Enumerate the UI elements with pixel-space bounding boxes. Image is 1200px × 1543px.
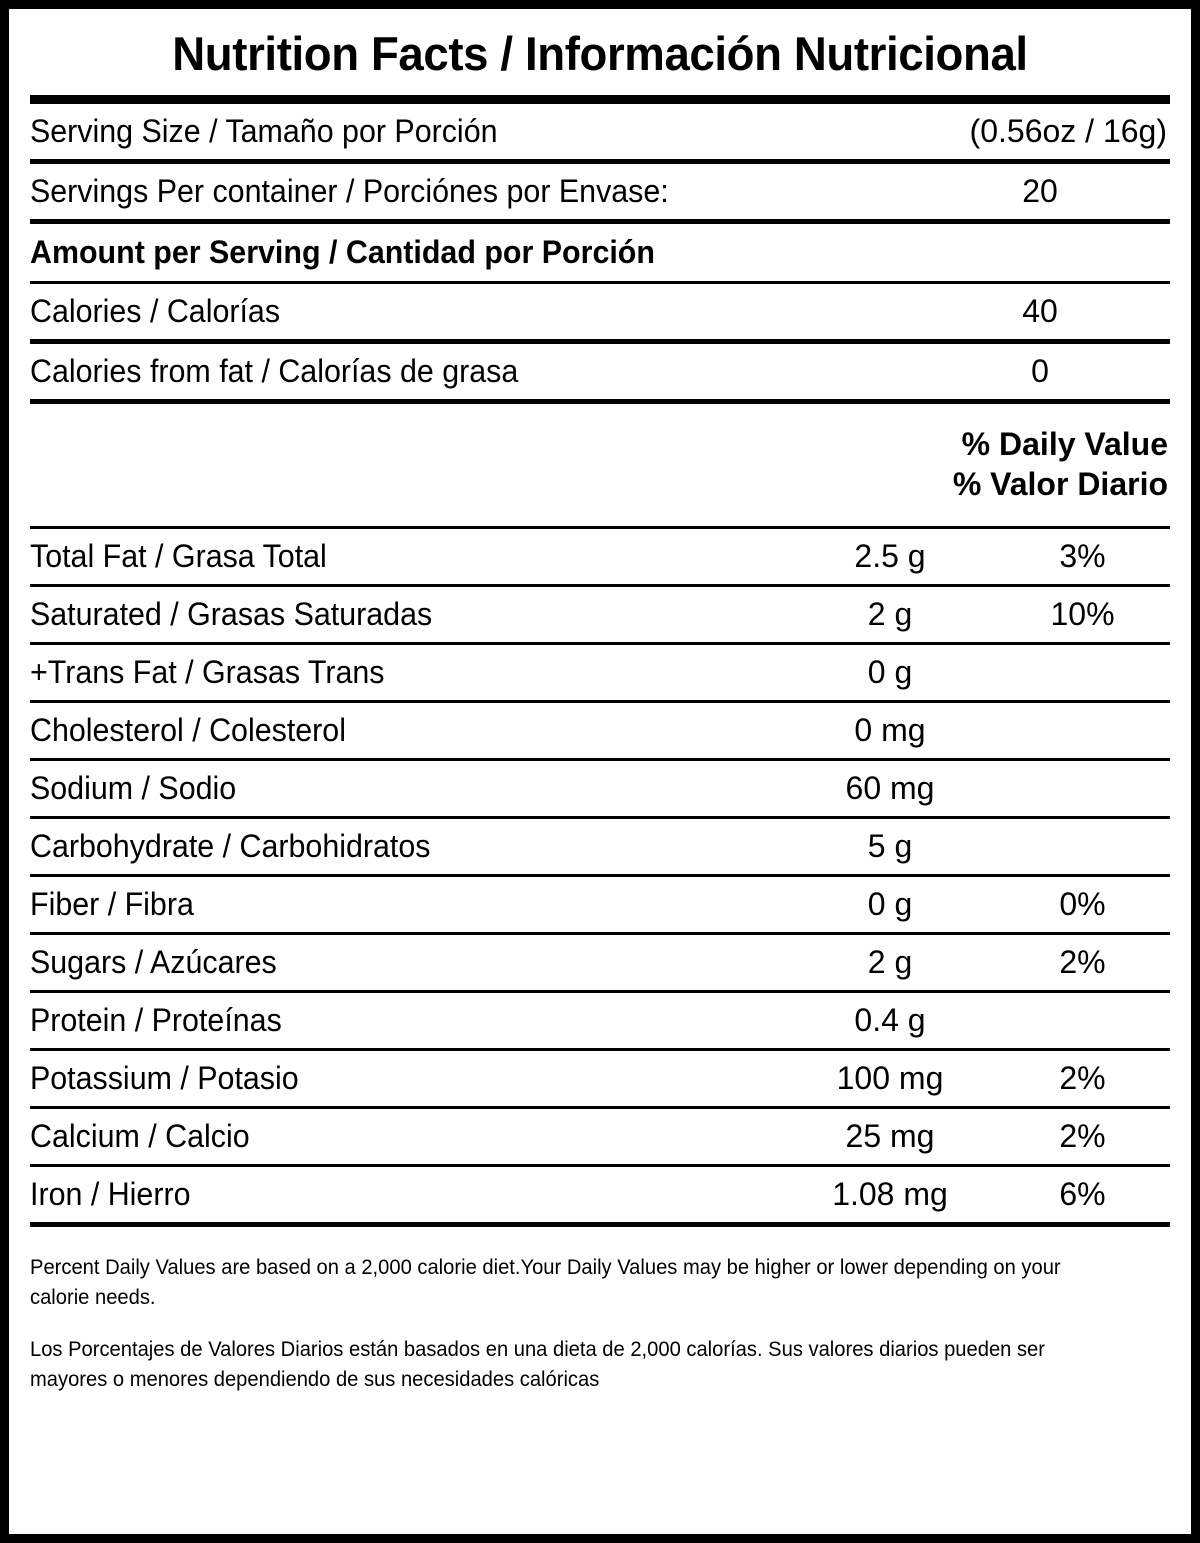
rule-between-nutrients — [30, 1106, 1170, 1109]
table-row: +Trans Fat / Grasas Trans 0 g — [30, 645, 1170, 700]
amount-per-serving-label: Amount per Serving / Cantidad por Porció… — [30, 234, 655, 270]
servings-per-container-label: Servings Per container / Porciónes por E… — [30, 173, 669, 209]
nutrient-amount: 0 g — [867, 886, 913, 922]
rule-after-serving-size — [30, 159, 1170, 164]
serving-size-label: Serving Size / Tamaño por Porción — [30, 113, 498, 149]
nutrient-amount: 0.4 g — [854, 1002, 926, 1038]
nutrient-label: Total Fat / Grasa Total — [30, 538, 327, 574]
nutrient-daily-value: 10% — [1050, 596, 1115, 632]
rule-above-nutrients — [30, 526, 1170, 529]
table-row: Sugars / Azúcares 2 g 2% — [30, 935, 1170, 990]
nutrient-amount: 0 mg — [854, 712, 926, 748]
nutrient-amount: 2 g — [867, 944, 913, 980]
nutrient-label: Carbohydrate / Carbohidratos — [30, 828, 431, 864]
nutrient-label: +Trans Fat / Grasas Trans — [30, 654, 385, 690]
nutrient-amount: 25 mg — [845, 1118, 935, 1154]
calories-value: 40 — [1022, 293, 1058, 329]
calories-label: Calories / Calorías — [30, 293, 281, 329]
calories-from-fat-value: 0 — [1031, 353, 1049, 389]
nutrient-daily-value: 2% — [1059, 1060, 1106, 1096]
calories-from-fat-label: Calories from fat / Calorías de grasa — [30, 353, 519, 389]
table-row: Saturated / Grasas Saturadas 2 g 10% — [30, 587, 1170, 642]
rule-between-nutrients — [30, 700, 1170, 703]
table-row: Cholesterol / Colesterol 0 mg — [30, 703, 1170, 758]
rule-after-servings-per-container — [30, 219, 1170, 224]
daily-value-header-es: % Valor Diario — [952, 466, 1168, 502]
nutrient-amount: 1.08 mg — [832, 1176, 948, 1212]
nutrient-daily-value: 2% — [1059, 1118, 1106, 1154]
table-row: Carbohydrate / Carbohidratos 5 g — [30, 819, 1170, 874]
daily-value-header: % Daily Value % Valor Diario — [30, 404, 1170, 526]
rule-between-nutrients — [30, 1164, 1170, 1167]
serving-size-row: Serving Size / Tamaño por Porción (0.56o… — [30, 104, 1170, 159]
rule-between-nutrients — [30, 874, 1170, 877]
nutrient-table: Total Fat / Grasa Total 2.5 g 3% Saturated … — [30, 529, 1170, 1222]
nutrient-label: Fiber / Fibra — [30, 886, 194, 922]
footnotes: Percent Daily Values are based on a 2,00… — [30, 1227, 1170, 1417]
nutrient-label: Protein / Proteínas — [30, 1002, 282, 1038]
rule-below-nutrients — [30, 1222, 1170, 1227]
nutrient-amount: 60 mg — [845, 770, 935, 806]
rule-after-calories — [30, 339, 1170, 344]
servings-per-container-row: Servings Per container / Porciónes por E… — [30, 164, 1170, 219]
nutrient-amount: 5 g — [867, 828, 913, 864]
amount-per-serving-row: Amount per Serving / Cantidad por Porció… — [30, 224, 1170, 281]
daily-value-header-en: % Daily Value — [961, 426, 1168, 462]
rule-after-amount-per-serving — [30, 281, 1170, 284]
table-row: Calcium / Calcio 25 mg 2% — [30, 1109, 1170, 1164]
nutrient-amount: 2.5 g — [854, 538, 926, 574]
nutrient-daily-value: 0% — [1059, 886, 1106, 922]
nutrient-label: Cholesterol / Colesterol — [30, 712, 346, 748]
rule-between-nutrients — [30, 584, 1170, 587]
nutrient-label: Calcium / Calcio — [30, 1118, 250, 1154]
nutrient-daily-value: 2% — [1059, 944, 1106, 980]
nutrient-label: Sodium / Sodio — [30, 770, 237, 806]
calories-row: Calories / Calorías 40 — [30, 284, 1170, 339]
rule-between-nutrients — [30, 932, 1170, 935]
nutrient-amount: 100 mg — [836, 1060, 944, 1096]
table-row: Total Fat / Grasa Total 2.5 g 3% — [30, 529, 1170, 584]
serving-size-value: (0.56oz / 16g) — [969, 113, 1167, 149]
table-row: Fiber / Fibra 0 g 0% — [30, 877, 1170, 932]
nutrient-label: Iron / Hierro — [30, 1176, 191, 1212]
nutrient-amount: 2 g — [867, 596, 913, 632]
table-row: Iron / Hierro 1.08 mg 6% — [30, 1167, 1170, 1222]
rule-between-nutrients — [30, 642, 1170, 645]
calories-from-fat-row: Calories from fat / Calorías de grasa 0 — [30, 344, 1170, 399]
rule-between-nutrients — [30, 758, 1170, 761]
page-title: Nutrition Facts / Información Nutriciona… — [172, 27, 1028, 80]
nutrient-label: Sugars / Azúcares — [30, 944, 277, 980]
rule-between-nutrients — [30, 990, 1170, 993]
footnote-spanish: Los Porcentajes de Valores Diarios están… — [30, 1337, 1045, 1392]
rule-under-title — [30, 95, 1170, 104]
nutrient-label: Potassium / Potasio — [30, 1060, 299, 1096]
nutrient-daily-value: 3% — [1059, 538, 1106, 574]
table-row: Sodium / Sodio 60 mg — [30, 761, 1170, 816]
nutrient-daily-value: 6% — [1059, 1176, 1106, 1212]
table-row: Protein / Proteínas 0.4 g — [30, 993, 1170, 1048]
nutrient-label: Saturated / Grasas Saturadas — [30, 596, 433, 632]
footnote-english: Percent Daily Values are based on a 2,00… — [30, 1256, 1061, 1310]
rule-between-nutrients — [30, 816, 1170, 819]
nutrient-amount: 0 g — [867, 654, 913, 690]
servings-per-container-value: 20 — [1022, 173, 1058, 209]
table-row: Potassium / Potasio 100 mg 2% — [30, 1051, 1170, 1106]
rule-between-nutrients — [30, 1048, 1170, 1051]
rule-after-calories-from-fat — [30, 399, 1170, 404]
